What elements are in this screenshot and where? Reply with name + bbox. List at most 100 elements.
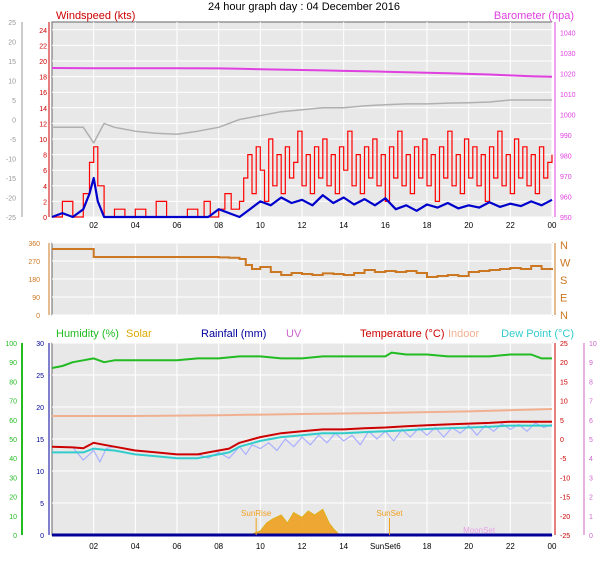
humidity-tick-label: 70 xyxy=(9,399,17,406)
legend-rainfall: Rainfall (mm) xyxy=(201,328,266,340)
legend-indoor: Indoor xyxy=(448,328,480,340)
barometer-line xyxy=(51,67,553,78)
direction-line xyxy=(52,248,553,278)
uv-tick-label: 0 xyxy=(589,533,593,540)
y-tick-label: 0 xyxy=(36,313,40,320)
right-tick-label: 970 xyxy=(560,174,572,181)
uv-tick-label: 8 xyxy=(589,379,593,386)
x-tick-label: 08 xyxy=(214,542,223,551)
right-tick-label: 1010 xyxy=(560,92,576,99)
x-tick-label: 00 xyxy=(548,221,557,230)
x-tick-label: 12 xyxy=(298,221,307,230)
x-tick-label: 04 xyxy=(131,542,140,551)
rain-tick-label: 25 xyxy=(36,373,44,380)
outer-y-tick-label: -25 xyxy=(6,215,16,222)
outer-y-tick-label: -15 xyxy=(6,176,16,183)
x-tick-label: 06 xyxy=(173,542,182,551)
gust-line xyxy=(52,130,553,218)
temperature-humidity-panel: Humidity (%) Solar Rainfall (mm) UV Temp… xyxy=(5,328,597,551)
temperature-line xyxy=(52,99,552,144)
right-tick-label: 990 xyxy=(560,133,572,140)
temp-tick-label: -25 xyxy=(560,533,570,540)
y-tick-label: 22 xyxy=(39,43,47,50)
rain-tick-label: 30 xyxy=(36,341,44,348)
uv-tick-label: 2 xyxy=(589,495,593,502)
right-tick-label: 1000 xyxy=(560,112,576,119)
x-tick-label: 06 xyxy=(173,221,182,230)
x-tick-label: 10 xyxy=(256,542,265,551)
y-tick-label: 16 xyxy=(39,90,47,97)
temp-tick-label: 0 xyxy=(560,437,564,444)
temperature-line xyxy=(51,420,552,456)
right-tick-label: 980 xyxy=(560,153,572,160)
rain-tick-label: 10 xyxy=(36,469,44,476)
y-tick-label: 360 xyxy=(28,241,40,248)
rain-tick-label: 0 xyxy=(40,533,44,540)
humidity-line xyxy=(51,351,552,369)
uv-tick-label: 3 xyxy=(589,475,593,482)
right-tick-label: 1020 xyxy=(560,71,576,78)
windspeed-title: Windspeed (kts) xyxy=(56,10,135,22)
right-tick-label: 950 xyxy=(560,215,572,222)
wind-barometer-panel: Windspeed (kts) Barometer (hpa) 24222018… xyxy=(6,10,576,230)
humidity-tick-label: 0 xyxy=(13,533,17,540)
y-tick-label: 14 xyxy=(39,106,47,113)
humidity-tick-label: 90 xyxy=(9,360,17,367)
legend-dewpoint: Dew Point (°C) xyxy=(501,328,574,340)
outer-y-tick-label: 25 xyxy=(8,20,16,27)
x-tick-label: 14 xyxy=(339,542,348,551)
outer-y-tick-label: 0 xyxy=(12,118,16,125)
uv-tick-label: 9 xyxy=(589,360,593,367)
solar-area xyxy=(249,508,341,536)
outer-y-tick-label: 15 xyxy=(8,59,16,66)
x-tick-label: 20 xyxy=(464,542,473,551)
temp-tick-label: -15 xyxy=(560,495,570,502)
y-tick-label: 90 xyxy=(32,295,40,302)
y-tick-label: 20 xyxy=(39,59,47,66)
rain-tick-label: 5 xyxy=(40,501,44,508)
x-tick-label: 04 xyxy=(131,221,140,230)
x-tick-label: 16 xyxy=(381,221,390,230)
compass-label: N xyxy=(560,310,568,322)
x-tick-label: 18 xyxy=(423,221,432,230)
x-tick-label: 22 xyxy=(506,221,515,230)
moonset-label: MoonSet xyxy=(463,526,496,535)
uv-tick-label: 7 xyxy=(589,399,593,406)
x-tick-label: 20 xyxy=(464,221,473,230)
y-tick-label: 24 xyxy=(39,28,47,35)
outer-y-tick-label: -20 xyxy=(6,196,16,203)
x-tick-label: 14 xyxy=(339,221,348,230)
y-tick-label: 12 xyxy=(39,121,47,128)
legend-solar: Solar xyxy=(126,328,152,340)
x-tick-label: 18 xyxy=(423,542,432,551)
rain-tick-label: 15 xyxy=(36,437,44,444)
outer-y-tick-label: 5 xyxy=(12,98,16,105)
legend-uv: UV xyxy=(286,328,302,340)
barometer-title: Barometer (hpa) xyxy=(494,10,574,22)
x-tick-label: 12 xyxy=(298,542,307,551)
uv-tick-label: 10 xyxy=(589,341,597,348)
y-tick-label: 18 xyxy=(39,75,47,82)
y-tick-label: 4 xyxy=(43,184,47,191)
y-tick-label: 270 xyxy=(28,259,40,266)
humidity-tick-label: 30 xyxy=(9,475,17,482)
compass-label: E xyxy=(560,293,567,305)
compass-label: N xyxy=(560,240,568,252)
compass-label: S xyxy=(560,275,567,287)
humidity-tick-label: 20 xyxy=(9,495,17,502)
temp-tick-label: 5 xyxy=(560,418,564,425)
x-tick-label: 02 xyxy=(89,542,98,551)
temp-tick-label: -5 xyxy=(560,456,566,463)
outer-y-tick-label: -5 xyxy=(10,137,16,144)
indoor-temp-line xyxy=(52,408,553,417)
right-tick-label: 1030 xyxy=(560,51,576,58)
uv-tick-label: 5 xyxy=(589,437,593,444)
y-tick-label: 0 xyxy=(43,215,47,222)
humidity-tick-label: 50 xyxy=(9,437,17,444)
legend-humidity: Humidity (%) xyxy=(56,328,119,340)
y-tick-label: 2 xyxy=(43,199,47,206)
compass-label: W xyxy=(560,258,571,270)
page-title: 24 hour graph day : 04 December 2016 xyxy=(208,1,400,13)
